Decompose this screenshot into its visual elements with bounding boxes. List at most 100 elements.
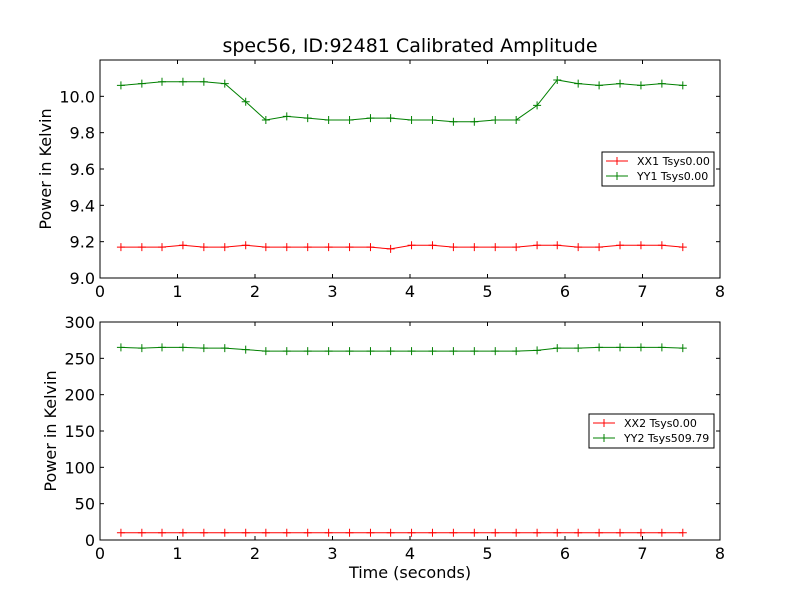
legend-entry-label: XX1 Tsys0.00 (637, 155, 710, 168)
data-point-marker (616, 241, 625, 250)
x-tick-label: 2 (250, 544, 260, 563)
data-point-marker (137, 528, 146, 537)
y-tick-label: 100 (64, 458, 95, 477)
data-point-marker (574, 243, 583, 252)
data-point-marker (407, 528, 416, 537)
data-point-marker (553, 241, 562, 250)
data-point-marker (678, 81, 687, 90)
legend-swatch-marker (600, 434, 608, 442)
data-point-marker (470, 117, 479, 126)
data-point-marker (428, 115, 437, 124)
x-tick-label: 8 (715, 282, 725, 301)
data-point-marker (158, 343, 166, 352)
data-point-marker (574, 344, 583, 353)
data-point-marker (282, 243, 291, 252)
legend-swatch-marker (613, 172, 621, 180)
y-tick-label: 150 (64, 422, 95, 441)
data-point-marker (386, 114, 395, 123)
data-point-marker (324, 115, 333, 124)
data-point-marker (553, 528, 562, 537)
data-point-marker (178, 528, 187, 537)
y-tick-label: 9.0 (70, 269, 95, 288)
legend-swatch-marker (600, 419, 608, 427)
x-tick-label: 3 (327, 282, 337, 301)
x-tick-label: 0 (95, 544, 105, 563)
data-point-marker (636, 528, 645, 537)
data-point-marker (470, 347, 479, 356)
data-point-marker (366, 114, 375, 123)
x-tick-label: 7 (637, 282, 647, 301)
legend-box (601, 151, 715, 187)
series-line-0 (120, 244, 683, 250)
data-point-marker (449, 243, 458, 252)
data-point-marker (116, 343, 125, 352)
y-axis-label: Power in Kelvin (41, 370, 60, 491)
data-point-marker (512, 528, 521, 537)
data-point-marker (533, 101, 542, 110)
y-tick-label: 300 (64, 313, 95, 332)
data-point-marker (199, 344, 208, 353)
data-point-marker (116, 243, 125, 252)
x-tick-label: 8 (715, 544, 725, 563)
legend-entry-label: YY2 Tsys509.79 (623, 432, 709, 445)
data-point-marker (366, 243, 375, 252)
data-point-marker (178, 343, 187, 352)
data-point-marker (533, 346, 542, 355)
data-point-marker (595, 81, 604, 90)
data-point-marker (574, 79, 583, 88)
data-point-marker (678, 243, 687, 252)
data-point-marker (324, 243, 333, 252)
data-point-marker (116, 528, 125, 537)
y-tick-label: 0 (85, 531, 95, 550)
data-point-marker (241, 241, 250, 250)
data-point-marker (241, 528, 250, 537)
data-point-marker (241, 97, 250, 106)
y-tick-label: 9.8 (70, 124, 95, 143)
data-point-marker (345, 347, 354, 356)
data-point-marker (428, 241, 437, 250)
data-point-marker (428, 528, 437, 537)
data-point-marker (366, 347, 375, 356)
data-point-marker (282, 112, 291, 121)
legend-entry-label: XX2 Tsys0.00 (624, 417, 697, 430)
data-point-marker (595, 528, 604, 537)
data-point-marker (220, 79, 229, 88)
data-point-marker (533, 528, 542, 537)
x-tick-label: 0 (95, 282, 105, 301)
data-point-marker (303, 528, 312, 537)
data-point-marker (616, 79, 625, 88)
data-point-marker (303, 243, 312, 252)
data-point-marker (491, 528, 500, 537)
legend-swatch-marker (613, 157, 621, 165)
data-point-marker (345, 528, 354, 537)
data-point-marker (636, 81, 645, 90)
data-point-marker (449, 347, 458, 356)
data-point-marker (491, 347, 500, 356)
data-point-marker (303, 114, 312, 123)
data-point-marker (491, 243, 500, 252)
data-point-marker (241, 345, 250, 354)
x-tick-label: 5 (482, 282, 492, 301)
data-point-marker (657, 343, 666, 352)
series-line-1 (120, 79, 683, 123)
x-tick-label: 6 (560, 282, 570, 301)
data-point-marker (386, 347, 395, 356)
x-tick-label: 4 (405, 544, 415, 563)
data-point-marker (657, 528, 666, 537)
legend-entry-label: YY1 Tsys0.00 (636, 170, 708, 183)
data-point-marker (616, 343, 625, 352)
chart-title: spec56, ID:92481 Calibrated Amplitude (222, 35, 597, 57)
data-point-marker (220, 528, 229, 537)
data-point-marker (137, 243, 146, 252)
data-point-marker (595, 343, 604, 352)
y-tick-label: 50 (75, 495, 95, 514)
top-panel: 0 1 2 3 4 5 6 7 8 9.0 9.2 9.4 9.6 9.8 10.0 spec56, ID:9… (36, 35, 725, 301)
y-tick-label: 9.4 (70, 196, 95, 215)
x-tick-label: 1 (172, 282, 182, 301)
data-point-marker (636, 343, 645, 352)
x-tick-label: 5 (482, 544, 492, 563)
data-point-marker (533, 241, 542, 250)
data-point-marker (282, 347, 291, 356)
y-tick-label: 9.2 (70, 233, 95, 252)
